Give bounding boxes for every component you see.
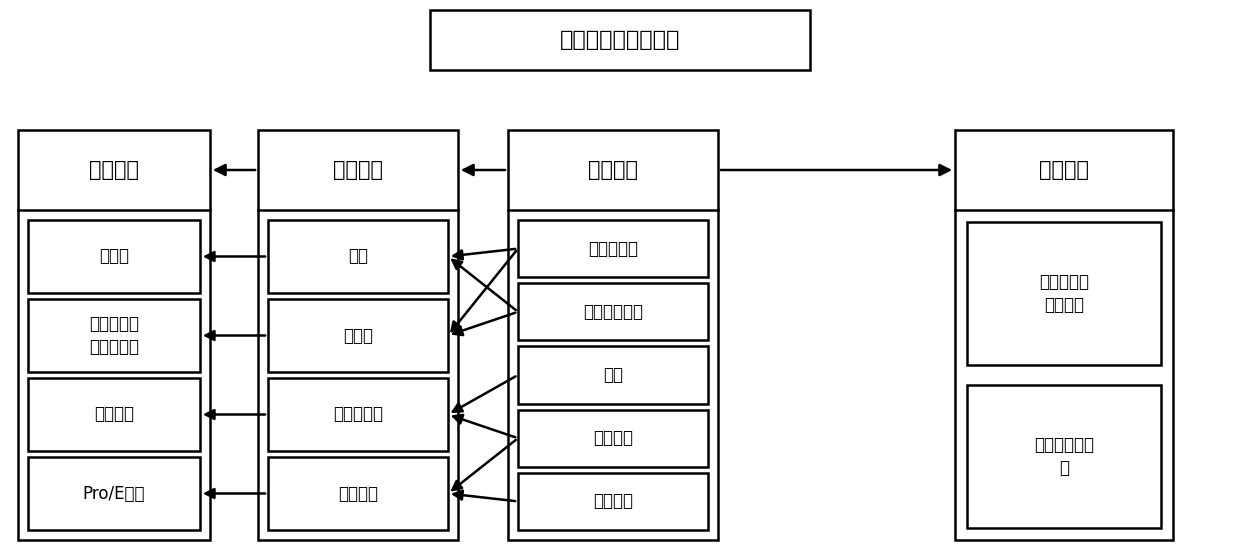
Bar xyxy=(518,346,708,404)
Text: 周边桁架构件: 周边桁架构件 xyxy=(583,303,644,321)
Text: 柔性支撑臂: 柔性支撑臂 xyxy=(588,240,639,257)
Bar xyxy=(19,130,210,540)
Bar xyxy=(518,283,708,340)
Text: 几何信息: 几何信息 xyxy=(89,160,139,180)
Bar xyxy=(518,473,708,530)
Text: 基本部分: 基本部分 xyxy=(588,160,639,180)
Text: 轴线两端点
圆柱面半径: 轴线两端点 圆柱面半径 xyxy=(89,315,139,356)
Bar xyxy=(268,378,448,451)
Text: 连接位置点坐
标: 连接位置点坐 标 xyxy=(1034,436,1094,476)
Bar xyxy=(268,457,448,530)
Text: 桁架接头: 桁架接头 xyxy=(593,493,632,510)
Bar xyxy=(508,130,718,540)
Text: 两端点: 两端点 xyxy=(99,247,129,266)
Text: 索网反射面星载天线: 索网反射面星载天线 xyxy=(559,30,681,50)
Bar xyxy=(430,10,810,70)
Bar xyxy=(518,220,708,277)
Text: Pro/E文件: Pro/E文件 xyxy=(83,484,145,503)
Text: 三角形平面: 三角形平面 xyxy=(334,405,383,424)
Text: 几何特性: 几何特性 xyxy=(334,160,383,180)
Bar xyxy=(967,385,1161,528)
Bar xyxy=(29,457,200,530)
Bar xyxy=(268,299,448,372)
Text: 三个顶点: 三个顶点 xyxy=(94,405,134,424)
Bar xyxy=(29,378,200,451)
Bar xyxy=(258,130,458,540)
Bar xyxy=(967,222,1161,365)
Text: 被连接两个
部分标志: 被连接两个 部分标志 xyxy=(1039,274,1089,314)
Text: 直线: 直线 xyxy=(348,247,368,266)
Text: 薄壁立体: 薄壁立体 xyxy=(339,484,378,503)
Text: 圆柱面: 圆柱面 xyxy=(343,326,373,345)
Bar xyxy=(29,220,200,293)
Text: 索网: 索网 xyxy=(603,366,622,384)
Bar xyxy=(268,220,448,293)
Text: 连接信息: 连接信息 xyxy=(1039,160,1089,180)
Bar xyxy=(955,130,1173,540)
Text: 反射丝网: 反射丝网 xyxy=(593,429,632,447)
Bar xyxy=(29,299,200,372)
Bar xyxy=(518,410,708,467)
